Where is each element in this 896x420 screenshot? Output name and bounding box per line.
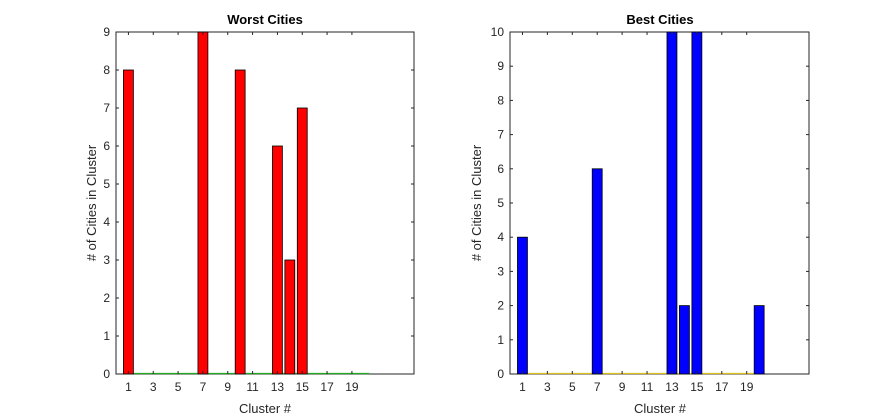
y-tick-label: 0 <box>497 367 504 381</box>
y-tick-label: 1 <box>497 333 504 347</box>
chart-title: Best Cities <box>626 12 693 27</box>
x-tick-label: 17 <box>715 380 729 394</box>
worst-cities-chart: Worst Cities Cluster # # of Cities in Cl… <box>84 12 415 416</box>
x-tick-label: 17 <box>320 380 334 394</box>
x-tick-label: 7 <box>200 380 207 394</box>
y-tick-label: 8 <box>103 63 110 77</box>
y-tick-label: 0 <box>103 367 110 381</box>
bar <box>123 69 134 375</box>
y-axis-label: # of Cities in Cluster <box>84 144 99 261</box>
y-tick-label: 9 <box>103 25 110 39</box>
x-tick-label: 3 <box>544 380 551 394</box>
bar <box>296 107 308 375</box>
y-tick-label: 3 <box>497 264 504 278</box>
y-tick-label: 2 <box>497 299 504 313</box>
x-tick-label: 1 <box>125 380 132 394</box>
bar <box>753 305 765 375</box>
bar <box>679 305 690 375</box>
bar <box>272 145 283 375</box>
y-tick-label: 6 <box>103 139 110 153</box>
x-tick-label: 7 <box>594 380 601 394</box>
x-axis-label: Cluster # <box>634 401 687 416</box>
x-tick-label: 5 <box>569 380 576 394</box>
y-tick-label: 5 <box>103 177 110 191</box>
x-axis-label: Cluster # <box>239 401 292 416</box>
y-tick-label: 4 <box>103 215 110 229</box>
x-tick-label: 13 <box>665 380 679 394</box>
bar <box>234 69 246 375</box>
bar <box>691 31 703 375</box>
y-tick-label: 5 <box>497 196 504 210</box>
y-tick-label: 4 <box>497 230 504 244</box>
y-tick-label: 3 <box>103 253 110 267</box>
x-tick-label: 3 <box>150 380 157 394</box>
x-tick-label: 11 <box>246 380 259 394</box>
bar <box>197 31 209 375</box>
x-tick-label: 9 <box>224 380 231 394</box>
x-tick-label: 19 <box>740 380 754 394</box>
bar <box>517 236 528 375</box>
x-tick-label: 13 <box>271 380 285 394</box>
bar <box>591 168 603 375</box>
x-tick-label: 9 <box>619 380 626 394</box>
y-tick-label: 7 <box>103 101 110 115</box>
y-tick-label: 1 <box>103 329 110 343</box>
x-tick-label: 19 <box>345 380 359 394</box>
best-cities-chart: Best Cities Cluster # # of Cities in Clu… <box>469 12 810 416</box>
y-tick-label: 6 <box>497 162 504 176</box>
x-tick-label: 15 <box>296 380 310 394</box>
bar <box>284 259 296 375</box>
y-tick-label: 7 <box>497 128 504 142</box>
x-tick-label: 1 <box>519 380 526 394</box>
y-tick-label: 10 <box>491 25 505 39</box>
x-tick-label: 15 <box>690 380 704 394</box>
bar <box>666 31 678 375</box>
y-tick-label: 9 <box>497 59 504 73</box>
y-tick-label: 8 <box>497 93 504 107</box>
x-tick-label: 11 <box>641 380 654 394</box>
chart-title: Worst Cities <box>227 12 303 27</box>
x-tick-label: 5 <box>175 380 182 394</box>
y-tick-label: 2 <box>103 291 110 305</box>
y-axis-label: # of Cities in Cluster <box>469 144 484 261</box>
